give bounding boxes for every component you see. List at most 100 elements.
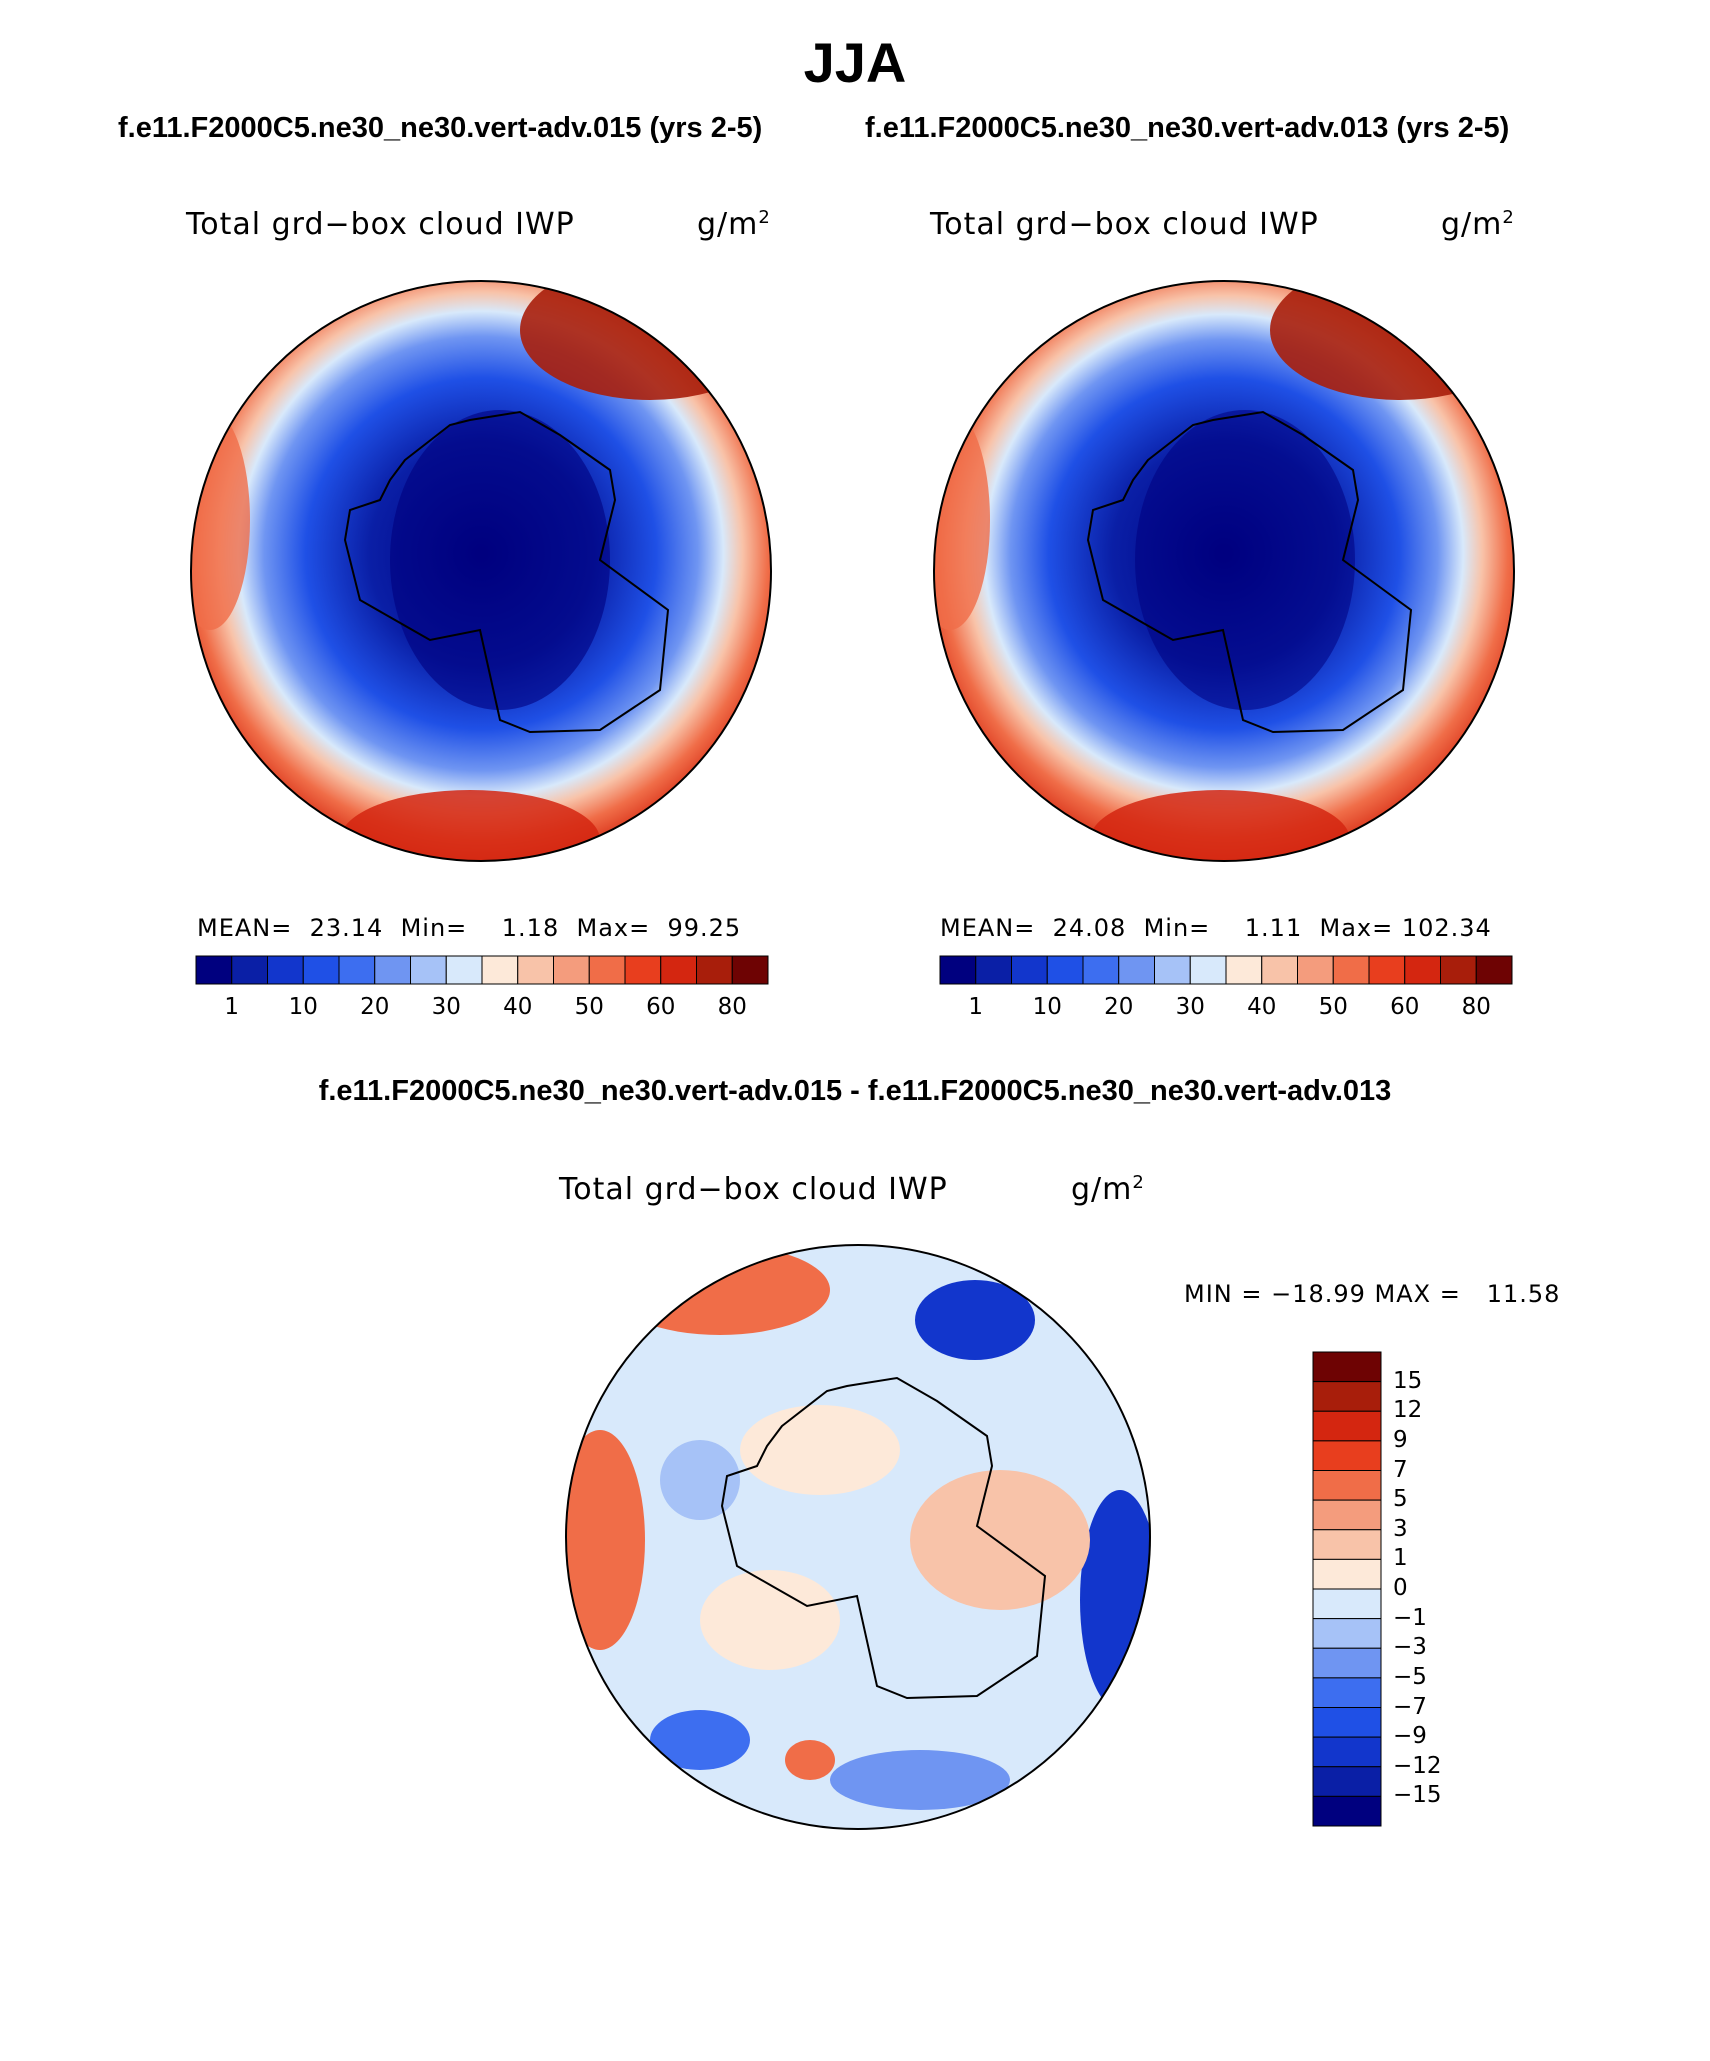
colorbar-swatch [481,955,519,985]
right-colorbar [939,955,1513,985]
colorbar-swatch [1312,1736,1382,1768]
colorbar-swatch [1154,955,1191,985]
left-map [190,280,772,862]
colorbar-tick-label: 15 [1393,1367,1423,1394]
colorbar-tick-label: −7 [1393,1693,1427,1720]
colorbar-swatch [1312,1588,1382,1620]
colorbar-swatch [445,955,483,985]
colorbar-tick-label: 60 [1390,994,1420,1020]
diff-antarctica-coastline [720,1376,1047,1700]
right-units-label: g/m2 [1441,207,1515,242]
diff-units-label: g/m2 [1071,1172,1145,1207]
difference-map [565,1244,1151,1830]
colorbar-tick-label: 80 [1461,994,1491,1020]
colorbar-swatch [1368,955,1406,985]
colorbar-tick-label: 5 [1393,1486,1408,1513]
right-case-title: f.e11.F2000C5.ne30_ne30.vert-adv.013 (yr… [865,112,1510,144]
colorbar-tick-label: 7 [1393,1456,1408,1483]
colorbar-tick-label: 50 [1318,994,1348,1020]
colorbar-swatch [410,955,447,985]
colorbar-tick-label: 40 [503,994,533,1020]
colorbar-tick-label: 10 [288,994,318,1020]
right-map [933,280,1515,862]
left-units-label: g/m2 [697,207,771,242]
colorbar-swatch [1312,1647,1382,1679]
colorbar-swatch [1225,955,1263,985]
colorbar-swatch [696,955,733,985]
colorbar-swatch [1312,1766,1382,1797]
colorbar-tick-label: 60 [646,994,676,1020]
colorbar-swatch [1404,955,1441,985]
colorbar-swatch [1312,1618,1382,1649]
colorbar-tick-label: 10 [1032,994,1062,1020]
colorbar-tick-label: 50 [574,994,604,1020]
colorbar-swatch [1312,1410,1382,1442]
colorbar-swatch [1312,1707,1382,1738]
colorbar-tick-label: −12 [1393,1752,1442,1779]
colorbar-swatch [660,955,697,985]
colorbar-swatch [374,955,411,985]
colorbar-tick-label: −5 [1393,1663,1427,1690]
left-antarctica-coastline [343,410,670,734]
colorbar-swatch [267,955,304,985]
colorbar-swatch [338,955,376,985]
colorbar-swatch [1475,955,1513,985]
right-variable-label: Total grd−box cloud IWP [930,207,1319,242]
colorbar-swatch [1312,1381,1382,1412]
colorbar-swatch [1261,955,1298,985]
colorbar-swatch [1046,955,1084,985]
colorbar-swatch [1189,955,1227,985]
colorbar-swatch [731,955,769,985]
colorbar-swatch [1332,955,1370,985]
colorbar-swatch [1312,1529,1382,1560]
left-colorbar [195,955,769,985]
colorbar-swatch [1440,955,1477,985]
colorbar-tick-label: 80 [717,994,747,1020]
colorbar-tick-label: 1 [224,994,240,1020]
colorbar-swatch [975,955,1012,985]
colorbar-swatch [1312,1440,1382,1471]
left-case-title: f.e11.F2000C5.ne30_ne30.vert-adv.015 (yr… [118,112,763,144]
difference-title: f.e11.F2000C5.ne30_ne30.vert-adv.015 - f… [318,1075,1392,1107]
colorbar-tick-label: −3 [1393,1634,1427,1661]
colorbar-swatch [939,955,977,985]
diff-variable-label: Total grd−box cloud IWP [559,1172,948,1207]
colorbar-tick-label: 40 [1247,994,1277,1020]
colorbar-swatch [302,955,340,985]
colorbar-tick-label: 12 [1393,1397,1423,1424]
colorbar-tick-label: 30 [431,994,461,1020]
colorbar-swatch [1082,955,1120,985]
colorbar-swatch [1312,1470,1382,1501]
colorbar-swatch [1011,955,1048,985]
colorbar-swatch [231,955,268,985]
colorbar-tick-label: −1 [1393,1604,1427,1631]
right-stats: MEAN= 24.08 Min= 1.11 Max= 102.34 [940,914,1492,942]
colorbar-swatch [1312,1795,1382,1827]
colorbar-tick-label: 3 [1393,1515,1408,1542]
colorbar-swatch [195,955,233,985]
left-stats: MEAN= 23.14 Min= 1.18 Max= 99.25 [197,914,742,942]
colorbar-tick-label: −15 [1393,1782,1442,1809]
colorbar-swatch [517,955,554,985]
colorbar-tick-label: −9 [1393,1723,1427,1750]
right-antarctica-coastline [1086,410,1413,734]
colorbar-tick-label: 20 [360,994,390,1020]
colorbar-tick-label: 9 [1393,1426,1408,1453]
colorbar-swatch [1312,1499,1382,1531]
colorbar-swatch [1312,1351,1382,1383]
diff-stats: MIN = −18.99 MAX = 11.58 [1184,1280,1561,1308]
colorbar-tick-label: 0 [1393,1575,1408,1601]
difference-colorbar [1312,1351,1382,1827]
colorbar-swatch [1297,955,1334,985]
colorbar-swatch [624,955,662,985]
colorbar-tick-label: 30 [1175,994,1205,1020]
colorbar-swatch [1312,1677,1382,1708]
colorbar-tick-label: 1 [968,994,984,1020]
colorbar-swatch [553,955,590,985]
colorbar-swatch [1312,1558,1382,1590]
left-variable-label: Total grd−box cloud IWP [186,207,575,242]
figure-title: JJA [803,31,907,94]
colorbar-swatch [1118,955,1155,985]
colorbar-swatch [588,955,626,985]
